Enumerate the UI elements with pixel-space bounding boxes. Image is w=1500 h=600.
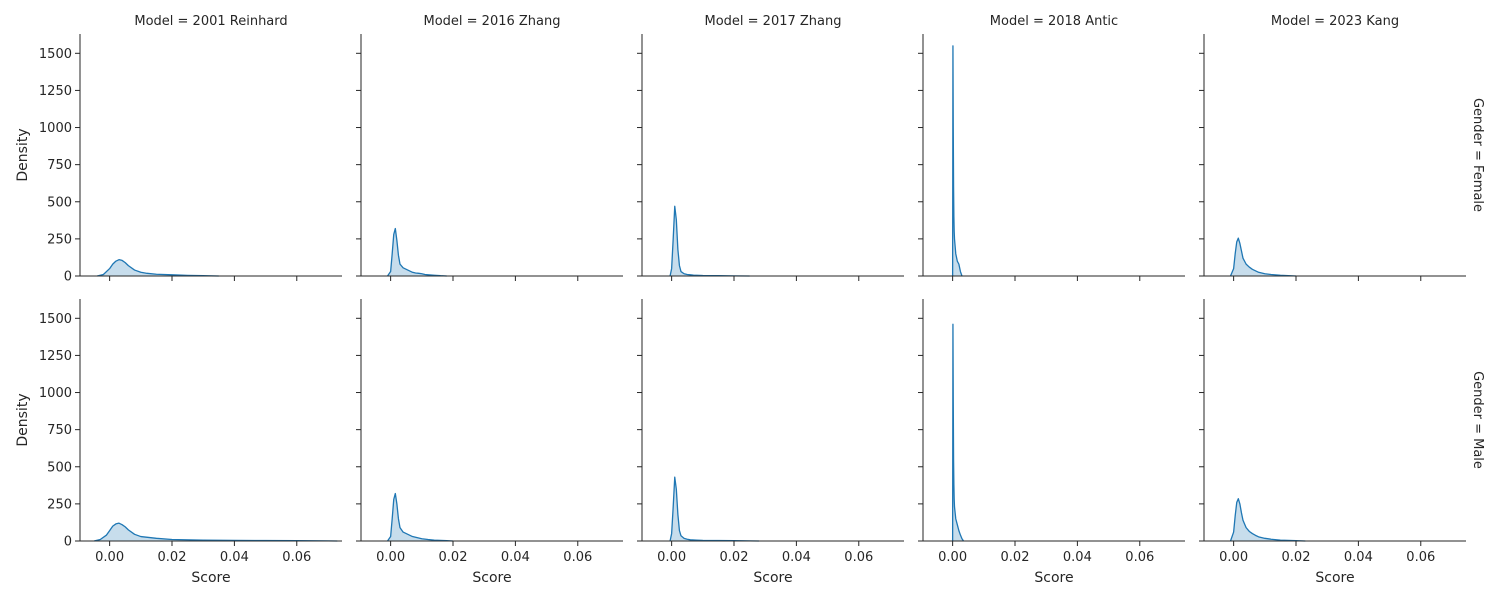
column-facet-title: Model = 2016 Zhang [423,14,560,29]
density-line [1229,237,1297,277]
y-tick-label: 250 [47,497,72,512]
x-axis-label: Score [1034,570,1073,586]
x-tick-label: 0.00 [95,550,124,565]
density-area [387,228,447,276]
facet-panel-male-2: 0.00 0.02 0.04 0.06 Score [356,299,623,586]
density-line [96,259,219,277]
column-facet-title: Model = 2018 Antic [990,14,1118,29]
facet-panels: 0 250 500 750 1000 1250 1500 Model = 2001 Reinh… [15,14,1485,586]
y-axis-label: Density [15,393,31,446]
facet-panel-female-1: 0 250 500 750 1000 1250 1500 Model = 2001 Reinh… [15,14,342,285]
y-tick-label: 1500 [39,312,72,327]
x-tick-label: 0.06 [1406,550,1435,565]
x-tick-label: 0.02 [158,550,187,565]
facet-panel-female-4: Model = 2018 Antic [918,14,1185,281]
x-tick-label: 0.00 [1219,550,1248,565]
x-tick-label: 0.00 [376,550,405,565]
column-facet-title: Model = 2001 Reinhard [134,14,287,29]
x-axis-label: Score [191,570,230,586]
x-axis-label: Score [753,570,792,586]
y-tick-label: 1000 [39,121,72,136]
y-tick-label: 1000 [39,386,72,401]
density-area [94,523,338,541]
y-tick-label: 750 [47,158,72,173]
x-tick-label: 0.06 [844,550,873,565]
x-axis-label: Score [472,570,511,586]
x-tick-label: 0.00 [657,550,686,565]
column-facet-title: Model = 2023 Kang [1271,14,1399,29]
y-tick-label: 500 [47,195,72,210]
facet-panel-male-3: 0.00 0.02 0.04 0.06 Score [637,299,904,586]
y-axis-label: Density [15,128,31,181]
facet-panel-female-5: Model = 2023 Kang Gender = Female [1199,14,1485,281]
x-tick-label: 0.00 [938,550,967,565]
density-line [386,227,447,277]
row-facet-title: Gender = Female [1470,98,1485,212]
y-tick-label: 750 [47,423,72,438]
x-tick-label: 0.06 [563,550,592,565]
y-tick-label: 500 [47,460,72,475]
density-area [1230,238,1297,276]
density-area [670,206,750,276]
y-tick-label: 0 [64,270,72,285]
x-tick-label: 0.04 [782,550,811,565]
facet-panel-male-5: 0.00 0.02 0.04 0.06 Score Gender = Male [1199,299,1485,586]
density-line [669,476,759,542]
x-tick-label: 0.04 [1344,550,1373,565]
x-axis-label: Score [1315,570,1354,586]
column-facet-title: Model = 2017 Zhang [704,14,841,29]
density-area [1230,498,1306,541]
facet-panel-male-4: 0.00 0.02 0.04 0.06 Score [918,299,1185,586]
density-line [951,323,965,542]
density-line [1229,498,1306,542]
x-tick-label: 0.02 [720,550,749,565]
x-tick-label: 0.06 [1125,550,1154,565]
x-tick-label: 0.02 [1282,550,1311,565]
density-area [97,259,219,276]
x-tick-label: 0.02 [439,550,468,565]
density-area [952,324,964,541]
y-tick-label: 1500 [39,47,72,62]
density-line [951,45,963,277]
y-tick-label: 1250 [39,349,72,364]
facet-panel-male-1: 0 250 500 750 1000 1250 1500 0.00 0.02 0.04 0.06 Sc… [15,299,342,586]
density-area [387,493,454,541]
x-tick-label: 0.04 [1063,550,1092,565]
density-line [386,492,454,542]
x-tick-label: 0.06 [282,550,311,565]
x-tick-label: 0.04 [501,550,530,565]
row-facet-title: Gender = Male [1470,371,1485,469]
facet-panel-female-3: Model = 2017 Zhang [637,14,904,281]
x-tick-label: 0.04 [220,550,249,565]
density-area [670,477,759,541]
facet-panel-female-2: Model = 2016 Zhang [356,14,623,281]
density-area [952,45,962,276]
y-tick-label: 1250 [39,84,72,99]
x-tick-label: 0.02 [1001,550,1030,565]
y-tick-label: 250 [47,232,72,247]
density-line [669,205,750,277]
y-tick-label: 0 [64,535,72,550]
